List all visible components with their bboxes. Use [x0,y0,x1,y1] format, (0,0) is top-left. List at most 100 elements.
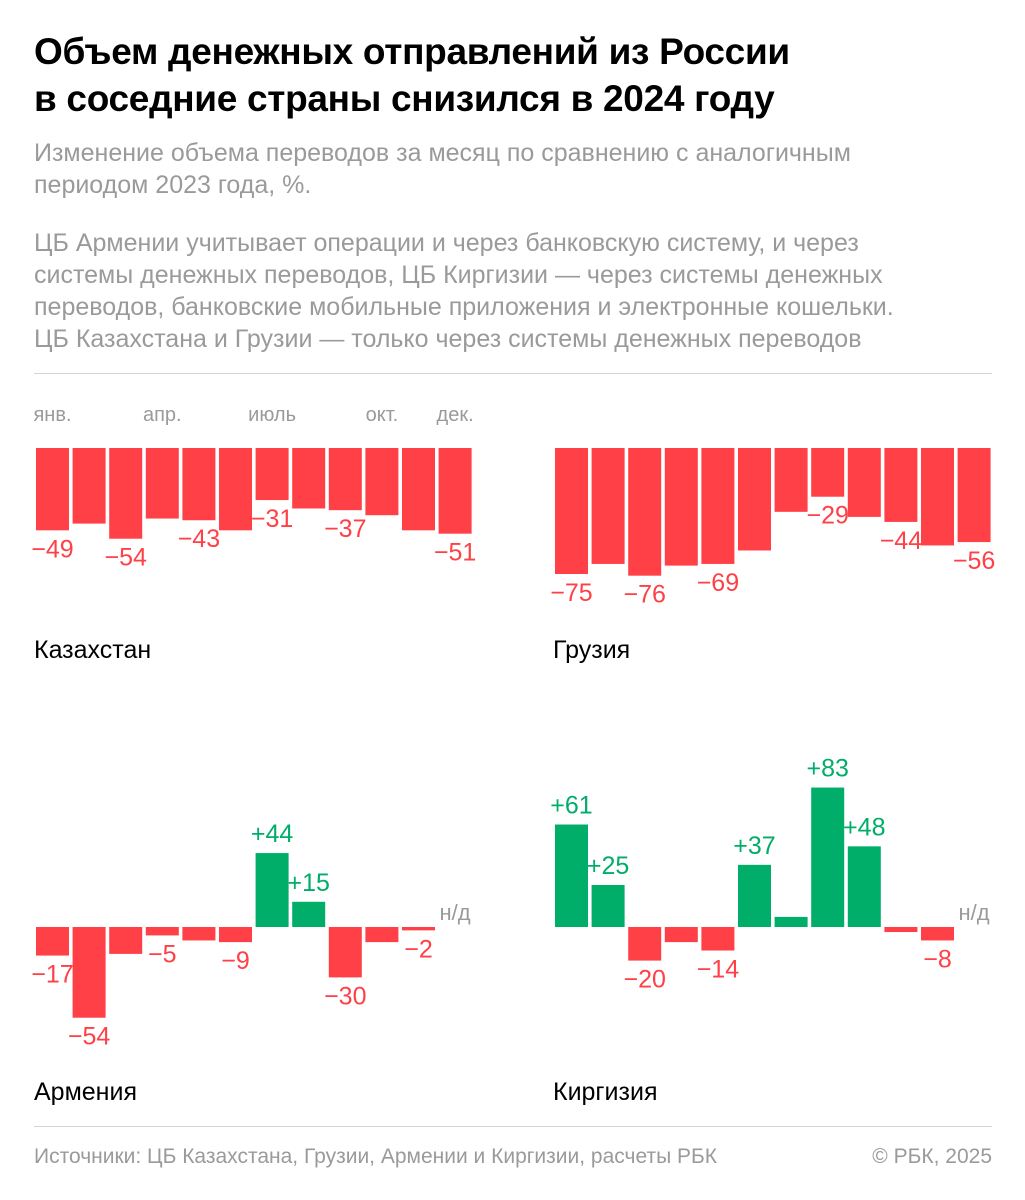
country-title: Армения [34,1078,137,1106]
bar [328,927,362,978]
bar [145,448,179,519]
country-title: Казахстан [34,636,151,664]
bar [365,448,399,516]
bar [591,885,625,927]
bar-value-label: +83 [806,755,848,783]
bar-value-label: −2 [404,935,433,963]
chart-title: Объем денежных отправлений из России в с… [34,28,994,122]
bar-value-label: −54 [68,1023,111,1051]
top-divider [34,373,992,374]
country-chart: +61 +25 −20 −14 +37 +83 +48 −8 н/д Киргизия [550,755,990,1106]
bar [109,448,143,539]
bar [219,448,252,531]
bar [701,927,735,951]
bar-value-label: −31 [251,505,293,533]
bar [811,448,845,497]
note-line-4: ЦБ Казахстана и Грузии — только через си… [34,325,862,353]
country-chart: −17 −54 −5 −9 +44 +15 −30 −2 н/д Армения [31,820,471,1106]
bar-value-label: +37 [733,832,775,860]
bar [921,448,954,546]
month-tick-label: янв. [33,404,71,426]
bar-value-label: −8 [923,945,952,973]
subtitle-line-2: периодом 2023 года, %. [34,171,312,199]
bar [884,927,918,933]
bar [365,927,399,943]
bar [774,448,808,512]
bar [402,448,435,531]
bar-value-label: −54 [104,544,147,572]
missing-data-label: н/д [959,900,990,925]
bar [884,448,918,522]
bar-value-label: −69 [697,569,739,597]
bar [774,916,808,927]
bar [145,927,179,936]
bar-value-label: −56 [953,547,995,575]
bar [109,927,143,954]
bar [72,448,106,524]
bar [957,448,991,543]
bar [811,787,845,927]
bar-value-label: −51 [434,539,476,567]
bar [628,448,662,576]
bar [664,927,698,943]
copyright: © РБК, 2025 [872,1145,992,1168]
note-line-1: ЦБ Армении учитывает операции и через ба… [34,229,859,257]
bar-value-label: +44 [251,820,294,848]
bar [438,448,472,534]
bottom-divider [34,1126,992,1127]
note-line-2: системы денежных переводов, ЦБ Киргизии … [34,261,883,289]
missing-data-label: н/д [440,900,471,925]
bar-value-label: −43 [178,525,220,553]
title-line-2: в соседние страны снизился в 2024 году [34,78,775,119]
bar [255,448,289,501]
chart-subtitle: Изменение объема переводов за месяц по с… [34,137,994,201]
bar-value-label: −20 [623,966,665,994]
month-tick-label: дек. [437,404,474,426]
country-title: Грузия [553,636,630,664]
bar-value-label: −76 [623,581,665,609]
sources-note: Источники: ЦБ Казахстана, Грузии, Армени… [34,1145,718,1168]
subtitle-line-1: Изменение объема переводов за месяц по с… [34,139,851,167]
bar [292,448,326,509]
bar [328,448,362,511]
bar-value-label: +15 [287,869,329,897]
month-tick-label: окт. [366,404,399,426]
title-line-1: Объем денежных отправлений из России [34,31,790,72]
bar [555,448,588,574]
bar [847,846,881,927]
bar [182,927,216,941]
bar [36,448,69,531]
month-tick-label: апр. [143,404,182,426]
bar [591,448,625,564]
bar-value-label: −14 [697,956,740,984]
country-chart: −75 −76 −69 −29 −44 −56 Грузия [550,448,995,664]
bar-value-label: −17 [31,961,73,989]
methodology-note: ЦБ Армении учитывает операции и через ба… [34,227,994,355]
bar [36,927,69,956]
bar-value-label: −9 [221,947,250,975]
country-title: Киргизия [553,1078,657,1106]
bar-value-label: +25 [587,852,629,880]
bar-value-label: −5 [148,940,177,968]
bar [182,448,216,521]
bar [292,901,326,927]
bar [402,927,435,931]
bar [555,824,588,927]
bar [738,864,771,927]
country-chart: −49 −54 −43 −31 −37 −51 Казахстан [31,448,476,664]
bar-value-label: −75 [550,579,592,607]
month-tick-label: июль [248,404,296,426]
bar-value-label: −44 [880,527,923,555]
bar [219,927,252,943]
bar [921,927,954,941]
bar-value-label: +48 [843,813,885,841]
bar [255,853,289,927]
bar [738,448,771,551]
bar-value-label: −29 [806,502,848,530]
bar [72,927,106,1018]
bar [628,927,662,961]
bar [701,448,735,564]
bar-value-label: −30 [324,982,366,1010]
bar [847,448,881,517]
